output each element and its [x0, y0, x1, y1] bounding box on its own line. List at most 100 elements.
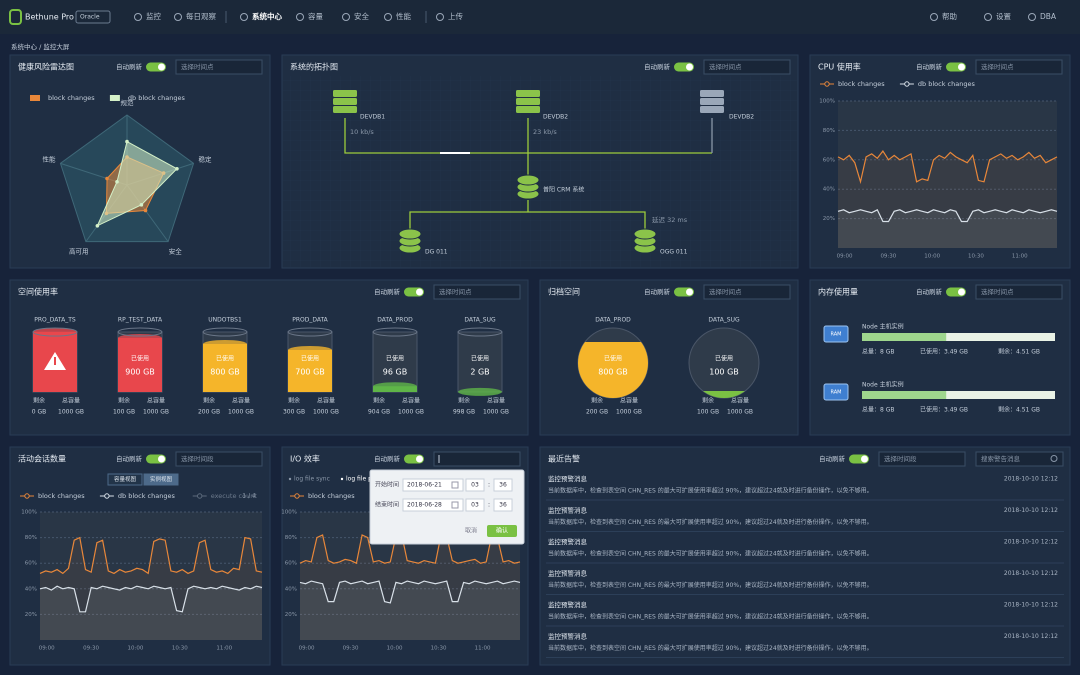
nav-right-item[interactable]: 帮助 [942, 11, 957, 21]
nav-item[interactable]: 上传 [448, 11, 463, 21]
toggle-knob [861, 455, 868, 463]
ram-icon [823, 325, 849, 343]
nav-right-item[interactable]: DBA [1040, 12, 1057, 21]
alert-message: 当前数据库中，检查到表空间 CHN_RES 的最大可扩展使用率超过 90%，建议… [548, 613, 873, 621]
y-tick-label: 40% [25, 586, 37, 592]
panel-title: 最近告警 [548, 454, 580, 464]
latency-label: 延迟 32 ms [652, 215, 688, 224]
alert-message: 当前数据库中，检查到表空间 CHN_RES 的最大可扩展使用率超过 90%，建议… [548, 487, 873, 495]
date-input[interactable] [402, 478, 464, 492]
remaining-value: 998 GB [453, 409, 475, 416]
time-input[interactable] [175, 451, 263, 467]
gauge-body [688, 327, 760, 399]
input-placeholder: 选择时间点 [709, 62, 742, 71]
nav-item[interactable]: 安全 [354, 11, 369, 21]
db-badge[interactable] [75, 10, 111, 24]
x-tick-label: 10:00 [387, 646, 403, 652]
total-label: 总容量 [147, 397, 165, 405]
time-input[interactable] [703, 59, 791, 75]
nav-item[interactable]: 每日观察 [186, 11, 216, 21]
y-tick-label: 100% [819, 99, 835, 105]
legend-swatch [109, 95, 120, 101]
alert-time: 2018-10-10 12:12 [1004, 602, 1058, 609]
memory-track [862, 391, 1055, 399]
tab-dot [288, 477, 292, 481]
confirm-button[interactable] [487, 525, 517, 537]
used-label: 已使用 [131, 355, 149, 363]
y-tick-label: 20% [25, 612, 37, 618]
radar-point [125, 139, 129, 144]
time-input[interactable] [175, 59, 263, 75]
total-value: 1000 GB [313, 409, 339, 416]
auto-refresh-label: 自动刷新 [374, 287, 401, 296]
legend-label-disabled: execute count [211, 492, 258, 500]
server-icon [516, 90, 540, 97]
total-value: 1000 GB [483, 409, 509, 416]
series-area [300, 581, 520, 640]
legend-marker-dot [294, 493, 300, 499]
legend-marker-dot [24, 493, 30, 499]
minute-input[interactable] [493, 478, 513, 492]
used-value: 800 GB [598, 368, 628, 377]
time-input[interactable] [975, 284, 1063, 300]
input-placeholder: 选择时间点 [981, 287, 1014, 296]
time-input[interactable] [975, 59, 1063, 75]
date-input[interactable] [402, 498, 464, 512]
alert-message: 当前数据库中，检查到表空间 CHN_RES 的最大可扩展使用率超过 90%，建议… [548, 550, 873, 558]
tablespace-name: DATA_PROD [377, 317, 413, 324]
hour-value: 03 [471, 502, 479, 509]
total-label: 总容量 [402, 397, 420, 405]
tablespace-name: UNDOTBS1 [208, 317, 242, 324]
tablespace-name: PROD_DATA [292, 317, 328, 324]
time-separator: : [488, 482, 490, 489]
node-name: Node 主机实例 [862, 323, 904, 331]
nav-right-item[interactable]: 设置 [996, 11, 1011, 21]
x-tick-label: 10:30 [172, 646, 188, 652]
alert-title: 监控预警消息 [548, 474, 588, 483]
search-input[interactable] [975, 451, 1064, 467]
memory-track [862, 333, 1055, 341]
tab-dot [340, 477, 344, 481]
nav-item[interactable]: 性能 [396, 11, 411, 21]
time-input[interactable] [703, 284, 791, 300]
y-tick-label: 80% [285, 535, 297, 541]
x-tick-label: 10:30 [968, 254, 984, 260]
io-tab[interactable]: log file p [346, 476, 372, 483]
x-tick-label: 10:00 [128, 646, 144, 652]
series-line [837, 149, 1058, 185]
cylinder-fill-top [203, 340, 247, 348]
remaining-value: 200 GB [586, 409, 608, 416]
view-tab[interactable] [107, 473, 143, 486]
breadcrumb: 系统中心 / 监控大屏 [11, 42, 70, 51]
minute-input[interactable] [493, 498, 513, 512]
auto-refresh-label: 自动刷新 [116, 62, 143, 71]
remaining-label: 剩余 [33, 397, 45, 405]
auto-refresh-label: 自动刷新 [374, 454, 401, 463]
x-tick-label: 09:00 [837, 254, 853, 260]
radar-point [105, 176, 109, 181]
used-label: 已使用 [216, 355, 234, 363]
time-input[interactable] [878, 451, 966, 467]
cancel-button[interactable]: 取消 [465, 527, 477, 535]
series-area [40, 586, 262, 640]
io-tab[interactable]: log file sync [294, 476, 330, 483]
nav-item[interactable]: 监控 [146, 11, 161, 21]
panel-title: 活动会话数量 [18, 454, 66, 464]
time-input[interactable] [433, 451, 521, 467]
server-icon [333, 90, 357, 97]
total-label: 总容量 [62, 397, 80, 405]
hour-input[interactable] [465, 498, 485, 512]
input-placeholder: 选择时间段 [181, 454, 214, 463]
database-icon [633, 228, 657, 240]
auto-refresh-label: 自动刷新 [916, 62, 943, 71]
radar-point [143, 208, 148, 213]
nav-item[interactable]: 容量 [308, 11, 323, 21]
time-input[interactable] [433, 284, 521, 300]
alert-title: 监控预警消息 [548, 506, 588, 515]
node-label: OGG 011 [660, 249, 688, 256]
cylinder-fill-top [458, 387, 502, 396]
alert-title: 监控预警消息 [548, 569, 588, 578]
hour-input[interactable] [465, 478, 485, 492]
nav-item[interactable]: 系统中心 [252, 11, 282, 21]
view-tab[interactable] [143, 473, 179, 486]
